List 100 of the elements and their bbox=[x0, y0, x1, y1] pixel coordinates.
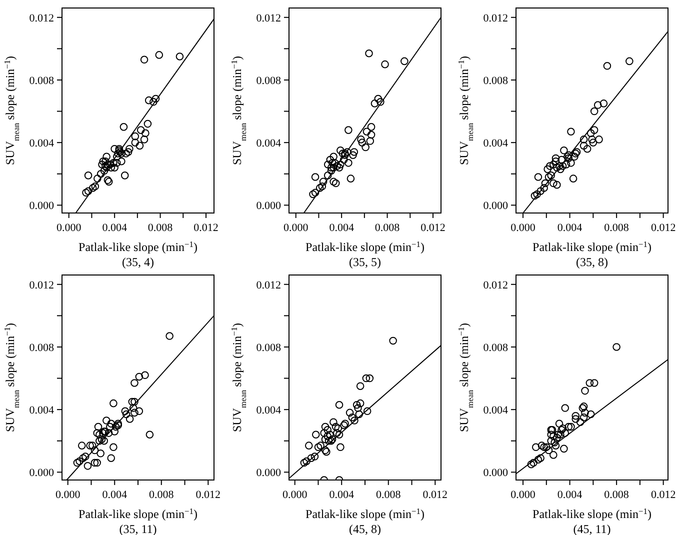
x-axis-title: Patlak-like slope (min$^{−1}$) bbox=[306, 506, 424, 521]
x-tick-label: 0.004 bbox=[329, 489, 354, 501]
point bbox=[327, 166, 336, 175]
point bbox=[144, 96, 153, 104]
point bbox=[362, 374, 370, 382]
point bbox=[98, 435, 106, 444]
point bbox=[530, 192, 539, 200]
point bbox=[586, 129, 595, 138]
point bbox=[102, 157, 110, 166]
x-tick-label: 0.000 bbox=[283, 222, 309, 234]
point bbox=[538, 442, 546, 450]
point bbox=[356, 399, 364, 408]
point bbox=[76, 457, 84, 466]
point bbox=[124, 148, 132, 156]
point bbox=[90, 458, 99, 467]
x-axis-title: Patlak-like slope (min$^{−1}$) bbox=[532, 240, 652, 254]
point bbox=[107, 454, 116, 462]
point bbox=[581, 408, 589, 417]
x-tick-label: 0.012 bbox=[420, 222, 446, 234]
point bbox=[332, 179, 340, 188]
point bbox=[324, 160, 332, 168]
y-tick-label: 0.008 bbox=[483, 74, 508, 87]
point bbox=[556, 165, 564, 174]
point bbox=[333, 162, 341, 170]
x-tick-label: 0.008 bbox=[376, 489, 402, 501]
y-tick-label: 0.004 bbox=[256, 404, 282, 417]
point bbox=[324, 172, 332, 180]
point bbox=[527, 460, 536, 468]
x-tick-label: 0.004 bbox=[557, 489, 583, 501]
point bbox=[94, 174, 102, 182]
point bbox=[304, 442, 313, 450]
point bbox=[357, 136, 365, 144]
point bbox=[612, 343, 620, 351]
point bbox=[590, 107, 598, 116]
point bbox=[314, 443, 322, 452]
point bbox=[367, 123, 376, 131]
point bbox=[348, 414, 356, 422]
point bbox=[84, 172, 92, 180]
point bbox=[91, 182, 100, 190]
point bbox=[567, 128, 575, 136]
point bbox=[547, 436, 555, 445]
point bbox=[99, 157, 108, 166]
point bbox=[555, 420, 564, 428]
x-tick-label: 0.012 bbox=[196, 489, 221, 501]
point bbox=[106, 422, 114, 431]
point bbox=[110, 399, 118, 408]
point bbox=[120, 172, 129, 180]
point bbox=[580, 414, 588, 422]
point bbox=[550, 160, 558, 168]
point bbox=[333, 429, 341, 437]
y-tick-label: 0.000 bbox=[29, 467, 54, 480]
point bbox=[144, 120, 152, 128]
point bbox=[564, 151, 573, 159]
point bbox=[90, 446, 99, 454]
point bbox=[547, 172, 555, 180]
point bbox=[355, 410, 364, 418]
point bbox=[362, 128, 371, 136]
point bbox=[533, 190, 541, 198]
point bbox=[594, 101, 602, 109]
point bbox=[131, 138, 140, 146]
point bbox=[126, 144, 134, 153]
point bbox=[141, 371, 149, 380]
point bbox=[541, 179, 550, 188]
point bbox=[326, 156, 334, 164]
point bbox=[78, 442, 86, 450]
point bbox=[140, 136, 148, 144]
point bbox=[310, 452, 319, 460]
point bbox=[136, 126, 145, 134]
point bbox=[166, 332, 174, 340]
point bbox=[381, 60, 389, 68]
text: (35, 4) bbox=[122, 255, 154, 269]
point bbox=[93, 429, 101, 437]
x-axis-title: Patlak-like slope (min$^{−1}$) bbox=[306, 240, 424, 254]
point bbox=[110, 164, 118, 172]
y-tick-label: 0.000 bbox=[483, 467, 508, 480]
point bbox=[547, 430, 555, 439]
point bbox=[336, 160, 344, 168]
point bbox=[150, 98, 158, 106]
point bbox=[330, 152, 338, 161]
point bbox=[376, 98, 384, 106]
point bbox=[100, 166, 108, 175]
point bbox=[534, 456, 542, 464]
x-tick-label: 0.000 bbox=[56, 222, 82, 234]
point bbox=[330, 418, 338, 426]
point bbox=[338, 150, 347, 158]
point bbox=[340, 156, 348, 164]
point bbox=[312, 430, 320, 439]
point bbox=[550, 438, 558, 446]
point bbox=[554, 430, 562, 439]
point bbox=[366, 374, 374, 382]
point bbox=[84, 462, 92, 470]
point bbox=[332, 422, 340, 431]
point bbox=[569, 174, 578, 182]
point bbox=[590, 126, 598, 134]
point bbox=[131, 132, 140, 140]
point bbox=[86, 442, 94, 450]
y-tick-label: 0.012 bbox=[29, 279, 54, 292]
point bbox=[96, 449, 104, 458]
x-tick-label: 0.000 bbox=[510, 222, 536, 234]
point bbox=[121, 407, 130, 416]
